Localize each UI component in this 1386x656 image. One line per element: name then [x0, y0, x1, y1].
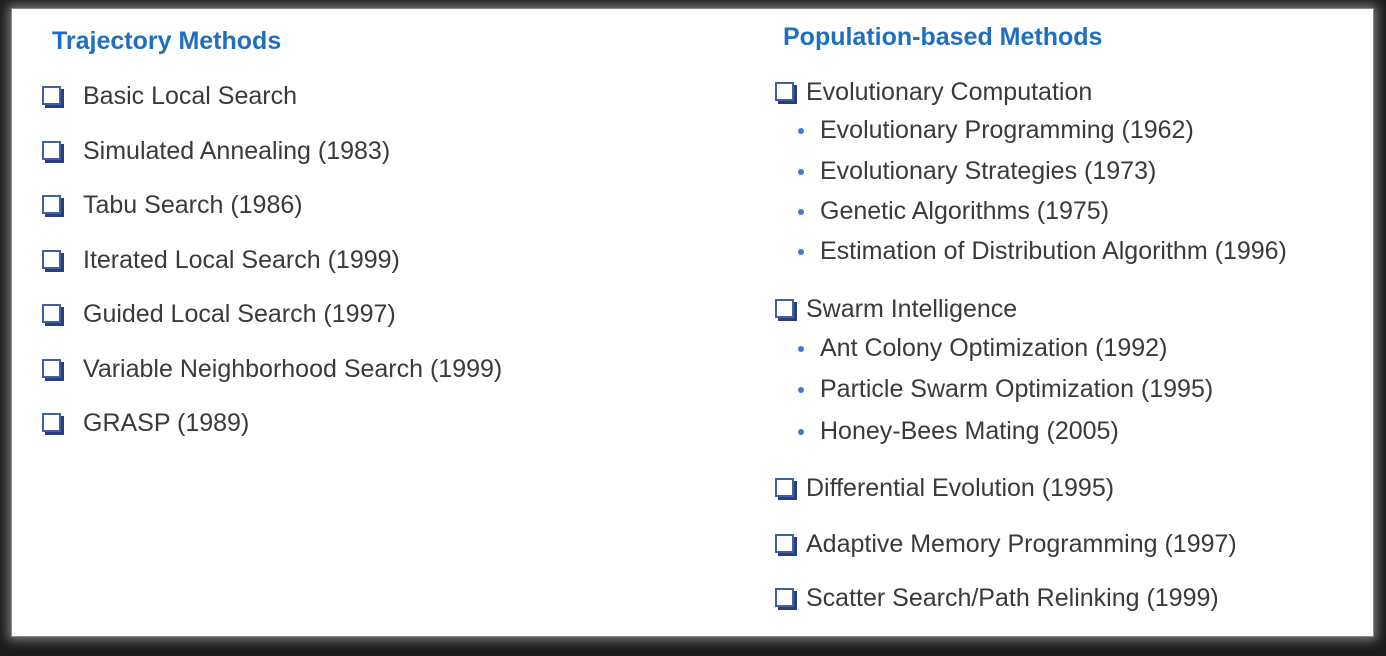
checkbox-bullet-icon — [42, 250, 61, 269]
list-item: Basic Local Search — [42, 82, 297, 111]
checkbox-bullet-icon — [42, 195, 61, 214]
list-item: Scatter Search/Path Relinking (1999) — [775, 584, 1219, 613]
sub-list-item: Honey-Bees Mating (2005) — [798, 417, 1119, 446]
dot-bullet-icon — [798, 345, 804, 352]
checkbox-bullet-icon — [42, 359, 61, 378]
checkbox-bullet-icon — [775, 82, 794, 101]
list-item: GRASP (1989) — [42, 409, 249, 438]
checkbox-bullet-icon — [42, 141, 61, 160]
dot-bullet-icon — [798, 386, 804, 393]
content-panel — [12, 9, 1373, 636]
list-item: Guided Local Search (1997) — [42, 300, 396, 329]
sub-list-item: Evolutionary Strategies (1973) — [798, 157, 1156, 186]
trajectory-methods-heading: Trajectory Methods — [52, 27, 282, 55]
list-item: Tabu Search (1986) — [42, 191, 303, 220]
dot-bullet-icon — [798, 127, 804, 134]
checkbox-bullet-icon — [775, 478, 794, 497]
checkbox-bullet-icon — [42, 413, 61, 432]
list-item: Swarm Intelligence — [775, 295, 1017, 324]
dot-bullet-icon — [798, 168, 804, 175]
sub-list-item: Genetic Algorithms (1975) — [798, 197, 1109, 226]
list-item: Evolutionary Computation — [775, 78, 1092, 107]
checkbox-bullet-icon — [775, 299, 794, 318]
sub-list-item: Ant Colony Optimization (1992) — [798, 334, 1167, 363]
population-methods-heading: Population-based Methods — [783, 23, 1103, 51]
checkbox-bullet-icon — [775, 534, 794, 553]
sub-list-item: Estimation of Distribution Algorithm (19… — [798, 237, 1287, 266]
checkbox-bullet-icon — [42, 86, 61, 105]
dot-bullet-icon — [798, 428, 804, 435]
checkbox-bullet-icon — [42, 304, 61, 323]
checkbox-bullet-icon — [775, 588, 794, 607]
list-item: Adaptive Memory Programming (1997) — [775, 530, 1237, 559]
list-item: Iterated Local Search (1999) — [42, 246, 400, 275]
list-item: Variable Neighborhood Search (1999) — [42, 355, 502, 384]
dot-bullet-icon — [798, 248, 804, 255]
list-item: Differential Evolution (1995) — [775, 474, 1114, 503]
list-item: Simulated Annealing (1983) — [42, 137, 390, 166]
sub-list-item: Particle Swarm Optimization (1995) — [798, 375, 1213, 404]
dot-bullet-icon — [798, 208, 804, 215]
sub-list-item: Evolutionary Programming (1962) — [798, 116, 1194, 145]
